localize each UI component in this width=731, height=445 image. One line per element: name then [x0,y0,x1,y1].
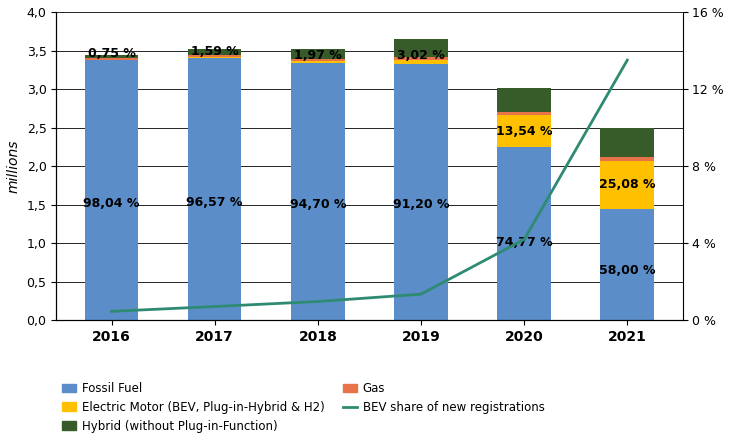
Bar [291,59,344,61]
Bar [600,209,654,320]
Text: 98,04 %: 98,04 % [83,197,140,210]
Bar [394,64,448,320]
Bar [188,58,241,320]
Text: 96,57 %: 96,57 % [186,196,243,209]
Text: 74,77 %: 74,77 % [496,236,553,249]
Bar [85,61,138,320]
Bar [394,60,448,64]
Y-axis label: millions: millions [7,139,21,193]
Text: 91,20 %: 91,20 % [393,198,450,211]
Text: 1,97 %: 1,97 % [294,49,341,62]
Bar [394,39,448,57]
Text: 3,02 %: 3,02 % [397,49,445,62]
Bar [600,158,654,161]
Bar [497,88,551,112]
Bar [600,129,654,158]
Bar [291,61,344,63]
Bar [188,49,241,55]
Bar [497,147,551,320]
Bar [291,63,344,320]
Text: 25,08 %: 25,08 % [599,178,656,191]
Bar [188,55,241,57]
Bar [394,57,448,60]
Bar [600,161,654,209]
Legend: Fossil Fuel, Electric Motor (BEV, Plug-in-Hybrid & H2), Hybrid (without Plug-in-: Fossil Fuel, Electric Motor (BEV, Plug-i… [62,382,545,433]
Bar [291,49,344,59]
Bar [85,60,138,61]
Text: 94,70 %: 94,70 % [289,198,346,211]
Text: 13,54 %: 13,54 % [496,125,553,138]
Bar [85,58,138,60]
Text: 58,00 %: 58,00 % [599,264,656,277]
Bar [85,55,138,58]
Text: 0,75 %: 0,75 % [88,47,135,60]
Text: 1,59 %: 1,59 % [191,44,238,57]
Bar [497,115,551,147]
Bar [188,57,241,58]
Bar [497,112,551,115]
